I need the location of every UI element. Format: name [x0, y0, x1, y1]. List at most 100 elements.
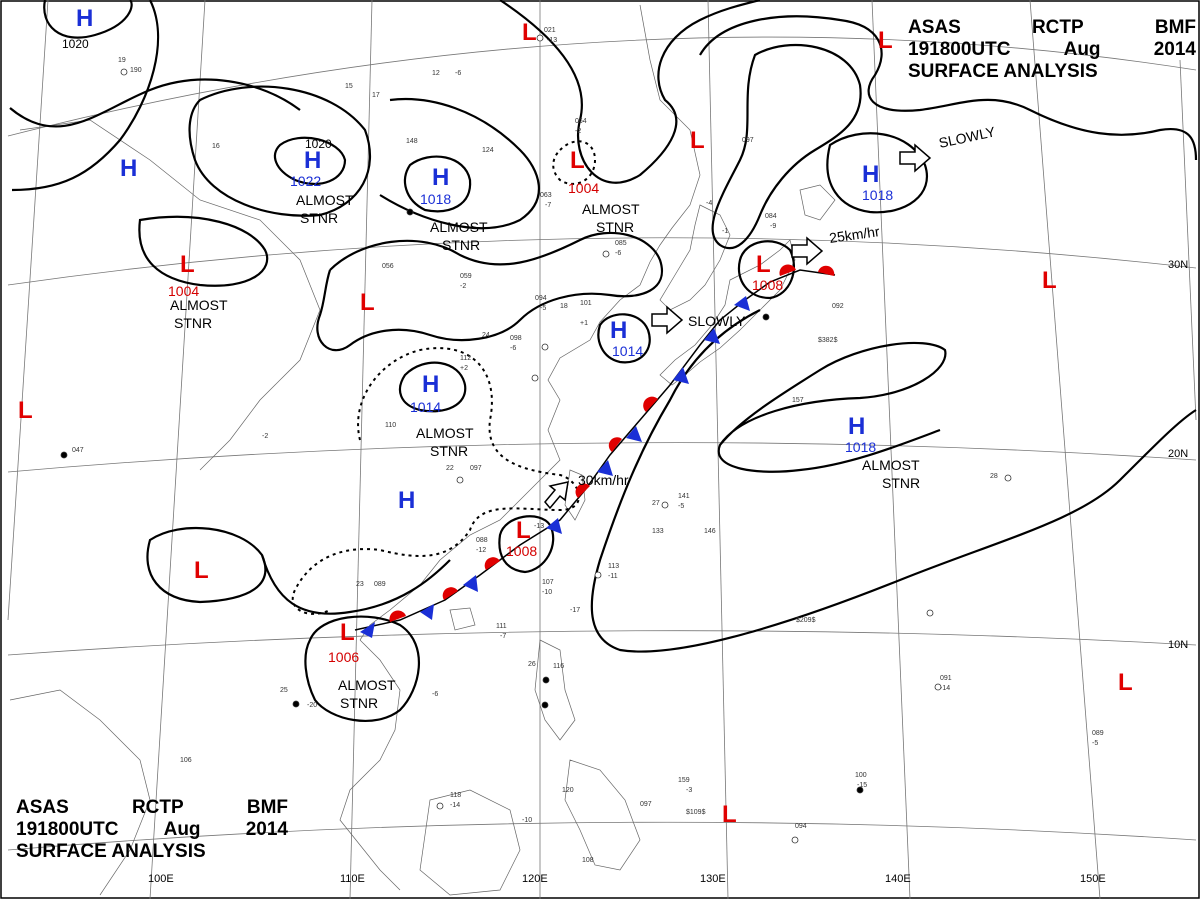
header-month: Aug: [1063, 39, 1101, 60]
lat-line-0: [7, 821, 1197, 851]
cold-front-triangle: [360, 622, 375, 638]
low-center: L: [340, 619, 355, 646]
station-value: 159: [678, 777, 690, 784]
isobar-south-trough: [260, 554, 451, 615]
high-pressure-value: 1018: [845, 439, 876, 455]
isobar-l1008-japan: [737, 240, 795, 300]
isobar-north-arc: [499, 0, 761, 184]
station-value: 097: [640, 801, 652, 808]
speed-label: 30km/hr: [578, 472, 629, 488]
isobar-h1018: [403, 155, 472, 213]
almost-stnr-label: STNR: [882, 475, 920, 491]
station-value: -15: [857, 782, 867, 789]
coast-inland-relief: [19, 119, 321, 471]
low-center: L: [1118, 669, 1133, 696]
high-pressure-value: 1014: [612, 343, 643, 359]
station-value: 107: [542, 579, 554, 586]
low-center: L: [180, 251, 195, 278]
isobar-pacific-large: [590, 309, 1197, 653]
station-value: 22: [446, 465, 454, 472]
header-row-station: ASAS RCTP BMF: [16, 797, 288, 819]
station-value: 28: [990, 473, 998, 480]
lon-line-160e: [1179, 59, 1197, 421]
station-value: -5: [678, 503, 684, 510]
arrow-icon: [791, 236, 824, 266]
lon-line-150e: [1029, 0, 1101, 899]
dotted-isobar-trough: [291, 347, 580, 615]
almost-stnr-label: ALMOST: [862, 457, 920, 473]
high-pressure-value: 1018: [862, 187, 893, 203]
high-center: H: [432, 164, 449, 191]
almost-stnr-label: ALMOST: [416, 425, 474, 441]
header-code: BMF: [1154, 17, 1196, 38]
station-value: 23: [356, 581, 364, 588]
isobars: [9, 0, 1198, 722]
almost-stnr-label: ALMOST: [170, 297, 228, 313]
station-markers: [60, 34, 1012, 844]
lat-label-10n: 10N: [1168, 639, 1188, 651]
station-value: 084: [765, 213, 777, 220]
low-center: L: [18, 397, 33, 424]
header-time: 191800UTC: [908, 39, 1011, 60]
almost-stnr-label: STNR: [442, 237, 480, 253]
chart-header-bottom: ASAS RCTP BMF 191800UTC Aug 2014 SURFACE…: [16, 797, 288, 863]
station-value: 089: [374, 581, 386, 588]
station-value: -9: [770, 223, 776, 230]
station-marker: [1004, 474, 1012, 482]
almost-stnr-label: STNR: [596, 219, 634, 235]
lat-line-20n: [7, 442, 1197, 473]
station-value: -2: [262, 433, 268, 440]
almost-stnr-label: ALMOST: [338, 677, 396, 693]
station-marker: [120, 68, 128, 76]
station-value: $382$: [818, 337, 838, 344]
station-value: 108: [582, 857, 594, 864]
low-center: L: [194, 557, 209, 584]
low-pressure-value: 1006: [328, 649, 359, 665]
station-value: -13: [534, 523, 544, 530]
pressure-systems: H 1020 1020 H 1022 H 1018 H 1014 H 1014 …: [18, 5, 1133, 828]
station-value: 118: [450, 792, 461, 799]
lon-line-90e: [7, 0, 49, 621]
chart-header-top: ASAS RCTP BMF 191800UTC Aug 2014 SURFACE…: [908, 17, 1196, 83]
lon-line-140e: [871, 0, 911, 899]
station-value: -14: [940, 685, 950, 692]
coast-bay-of-bengal: [9, 689, 151, 896]
warm-front-semicircle: [818, 265, 835, 276]
station-value: -3: [686, 787, 692, 794]
header-code: BMF: [246, 797, 288, 818]
station-marker: [60, 451, 68, 459]
station-value: 27: [652, 500, 660, 507]
station-value: -11: [608, 573, 618, 580]
station-value: 094: [795, 823, 807, 830]
station-value: -2: [460, 283, 466, 290]
station-marker: [934, 683, 942, 691]
low-center: L: [722, 801, 737, 828]
speed-label: 25km/hr: [828, 223, 881, 246]
isobar-h1014-west: [398, 361, 467, 413]
almost-stnr-label: ALMOST: [582, 201, 640, 217]
station-value: 120: [562, 787, 574, 794]
station-value: 113: [608, 563, 619, 570]
high-center: H: [76, 5, 93, 32]
station-value: +1: [580, 320, 588, 327]
header-year: 2014: [245, 819, 288, 840]
station-marker: [456, 476, 464, 484]
coast-hokkaido: [799, 184, 836, 221]
slowly-label: SLOWLY: [688, 313, 746, 329]
lat-line-30n: [7, 237, 1197, 286]
graticule: [7, 0, 1197, 899]
station-marker: [436, 802, 444, 810]
header-row-time: 191800UTC Aug 2014: [16, 819, 288, 841]
isobar-sw-l: [146, 526, 267, 604]
dotted-isobars: [291, 140, 597, 615]
station-value: 085: [615, 240, 627, 247]
isobar-l1004-west: [138, 215, 269, 287]
station-value: 111: [496, 623, 507, 630]
almost-stnr-label: ALMOST: [430, 219, 488, 235]
station-marker: [541, 343, 549, 351]
warm-front-semicircle: [442, 587, 458, 600]
header-origin: RCTP: [1031, 17, 1084, 38]
arrow-icon: [544, 481, 569, 510]
station-value: 106: [180, 757, 192, 764]
station-value: 112: [460, 355, 471, 362]
